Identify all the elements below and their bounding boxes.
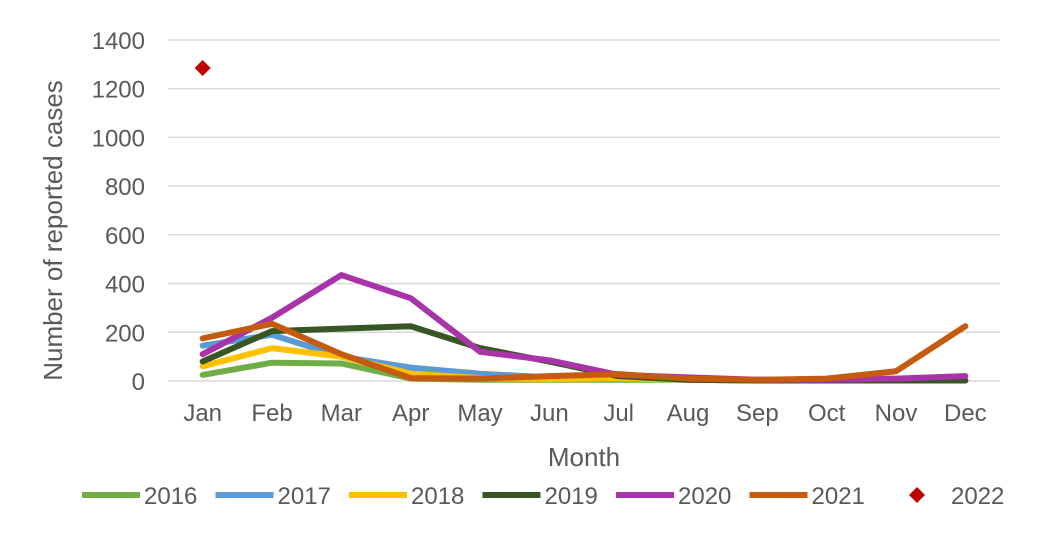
x-axis-title: Month xyxy=(548,442,620,472)
y-tick-label: 1200 xyxy=(92,77,145,104)
x-tick-label: Jul xyxy=(603,400,634,427)
legend-label: 2019 xyxy=(545,483,598,510)
x-tick-label: Apr xyxy=(392,400,429,427)
x-tick-label: Sep xyxy=(736,400,779,427)
series-line-2021 xyxy=(199,320,969,383)
legend-item-2021: 2021 xyxy=(749,483,865,510)
x-tick-label: Feb xyxy=(251,400,292,427)
x-tick-label: Dec xyxy=(944,400,987,427)
legend-label: 2016 xyxy=(144,483,197,510)
legend-item-2017: 2017 xyxy=(215,483,331,510)
x-tick-label: Oct xyxy=(808,400,846,427)
x-tick-label: Aug xyxy=(667,400,710,427)
legend-label: 2017 xyxy=(278,483,331,510)
x-tick-label: Jan xyxy=(183,400,222,427)
y-tick-label: 1400 xyxy=(92,28,145,55)
legend-item-2016: 2016 xyxy=(82,483,197,510)
x-tick-label: May xyxy=(457,400,502,427)
y-tick-label: 800 xyxy=(105,174,145,201)
x-axis-ticks: Jan Feb Mar Apr May Jun Jul Aug Sep Oct Nov Dec xyxy=(183,400,986,427)
y-tick-label: 0 xyxy=(132,369,145,396)
legend-label: 2021 xyxy=(812,483,865,510)
x-tick-label: Jun xyxy=(530,400,569,427)
y-tick-label: 1000 xyxy=(92,125,145,152)
x-tick-label: Mar xyxy=(321,400,362,427)
legend-item-2020: 2020 xyxy=(616,483,731,510)
data-point-2022 xyxy=(194,60,211,77)
y-tick-label: 200 xyxy=(105,320,145,347)
legend-label: 2022 xyxy=(951,483,1004,510)
legend-item-2018: 2018 xyxy=(349,483,464,510)
legend-item-2019: 2019 xyxy=(482,483,598,510)
legend: 2016 2017 2018 2019 2020 2021 2022 xyxy=(82,483,1004,510)
legend-label: 2020 xyxy=(678,483,731,510)
legend-swatch xyxy=(909,487,925,503)
legend-item-2022: 2022 xyxy=(909,483,1004,510)
x-tick-label: Nov xyxy=(875,400,918,427)
y-axis-title: Number of reported cases xyxy=(38,80,68,381)
series-plot-area xyxy=(194,60,969,384)
y-axis-ticks: 0 200 400 600 800 1000 1200 1400 xyxy=(92,28,145,396)
legend-label: 2018 xyxy=(411,483,464,510)
y-tick-label: 600 xyxy=(105,223,145,250)
y-tick-label: 400 xyxy=(105,272,145,299)
